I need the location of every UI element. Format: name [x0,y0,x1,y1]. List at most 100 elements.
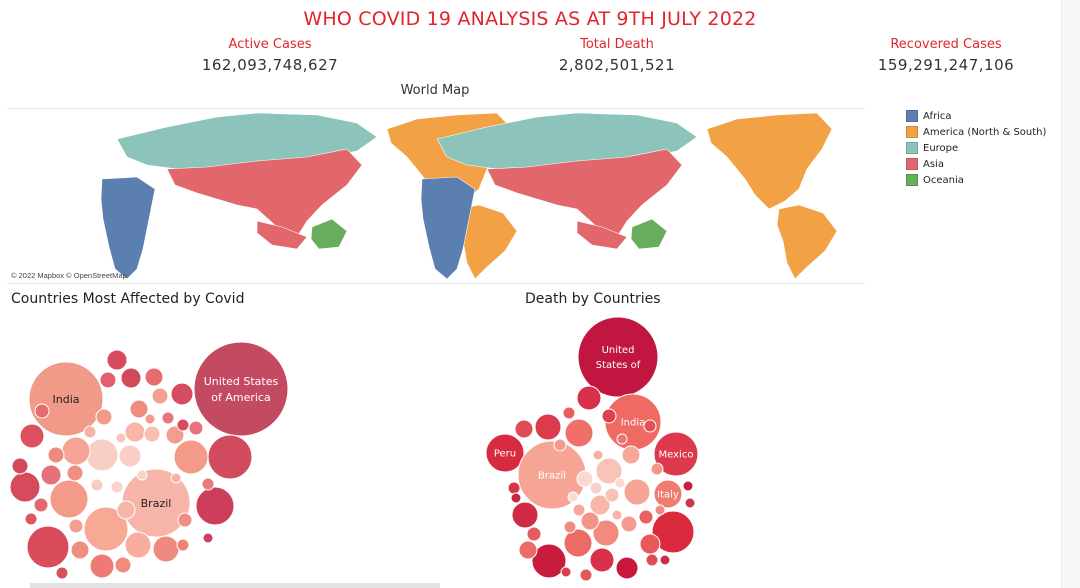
bubble[interactable] [24,512,38,526]
bubble[interactable] [507,481,521,495]
horizontal-scrollbar[interactable] [30,583,440,588]
bubble[interactable] [70,540,90,560]
bubble[interactable] [560,566,572,578]
bubble-chart-most-affected[interactable]: United States of America India Brazil [9,341,289,580]
legend-item-europe[interactable]: Europe [906,140,1046,156]
bubble[interactable] [615,556,639,580]
bubble[interactable] [129,399,149,419]
bubble[interactable] [83,506,129,552]
bubble[interactable] [592,519,620,547]
bubble[interactable] [152,535,180,563]
bubble[interactable] [654,504,666,516]
bubble[interactable] [40,464,62,486]
bubble-chart-deaths[interactable]: United States of India Mexico Peru Brazil Ital… [485,316,699,582]
bubble[interactable] [589,481,603,495]
bubble[interactable] [553,438,567,452]
bubble[interactable] [26,525,70,569]
bubble[interactable] [110,480,124,494]
map-region-africa[interactable] [420,176,476,280]
bubble[interactable] [645,553,659,567]
bubble[interactable] [611,509,623,521]
bubble[interactable] [616,433,628,445]
legend-item-america[interactable]: America (North & South) [906,124,1046,140]
bubble[interactable] [165,425,185,445]
map-region-america[interactable] [776,204,838,280]
bubble[interactable] [638,509,654,525]
map-region-asia[interactable] [256,220,308,250]
bubble[interactable] [90,478,104,492]
bubble[interactable] [564,418,594,448]
bubble-italy[interactable] [653,479,683,509]
legend-item-africa[interactable]: Africa [906,108,1046,124]
bubble[interactable] [170,472,182,484]
bubble[interactable] [621,445,641,465]
bubble[interactable] [173,439,209,475]
bubble[interactable] [47,446,65,464]
map-region-asia[interactable] [486,148,683,238]
bubble[interactable] [136,469,148,481]
bubble[interactable] [534,413,562,441]
bubble[interactable] [531,543,567,579]
bubble[interactable] [161,411,175,425]
map-region-oceania[interactable] [630,218,668,250]
bubble[interactable] [11,457,29,475]
bubble-peru[interactable] [485,433,525,473]
bubble[interactable] [589,547,615,573]
bubble[interactable] [567,491,579,503]
bubble[interactable] [188,420,204,436]
bubble[interactable] [55,566,69,580]
bubble[interactable] [176,418,190,432]
bubble[interactable] [207,434,253,480]
legend-item-asia[interactable]: Asia [906,156,1046,172]
bubble[interactable] [511,501,539,529]
bubble[interactable] [95,408,113,426]
bubble[interactable] [659,554,671,566]
bubble[interactable] [106,349,128,371]
bubble[interactable] [614,477,626,489]
bubble[interactable] [620,515,638,533]
bubble[interactable] [651,510,695,554]
bubble[interactable] [144,367,164,387]
map-region-africa[interactable] [100,176,156,280]
bubble-united-states-of[interactable] [577,316,659,398]
bubble[interactable] [9,471,41,503]
bubble[interactable] [33,497,49,513]
bubble[interactable] [49,479,89,519]
map-continents-2[interactable] [420,112,838,280]
bubble[interactable] [576,470,594,488]
bubble[interactable] [34,403,50,419]
bubble[interactable] [118,444,142,468]
bubble[interactable] [572,503,586,517]
bubble[interactable] [144,413,156,425]
bubble[interactable] [623,478,651,506]
bubble[interactable] [639,533,661,555]
bubble[interactable] [177,512,193,528]
bubble[interactable] [61,436,91,466]
bubble[interactable] [120,367,142,389]
map-region-asia[interactable] [576,220,628,250]
bubble[interactable] [563,528,593,558]
bubble[interactable] [176,538,190,552]
bubble[interactable] [66,464,84,482]
bubble[interactable] [514,419,534,439]
bubble[interactable] [576,385,602,411]
bubble[interactable] [592,449,604,461]
bubble[interactable] [526,526,542,542]
bubble[interactable] [650,462,664,476]
bubble[interactable] [143,425,161,443]
bubble[interactable] [580,511,600,531]
bubble[interactable] [114,556,132,574]
bubble[interactable] [562,406,576,420]
bubble[interactable] [124,531,152,559]
bubble[interactable] [202,532,214,544]
bubble[interactable] [68,518,84,534]
bubble[interactable] [510,492,522,504]
vertical-scrollbar[interactable] [1061,0,1080,588]
bubble[interactable] [151,387,169,405]
bubble[interactable] [124,421,146,443]
bubble-united-states-of-america[interactable] [193,341,289,437]
legend-item-oceania[interactable]: Oceania [906,172,1046,188]
bubble[interactable] [518,540,538,560]
bubble[interactable] [170,382,194,406]
bubble[interactable] [579,568,593,582]
